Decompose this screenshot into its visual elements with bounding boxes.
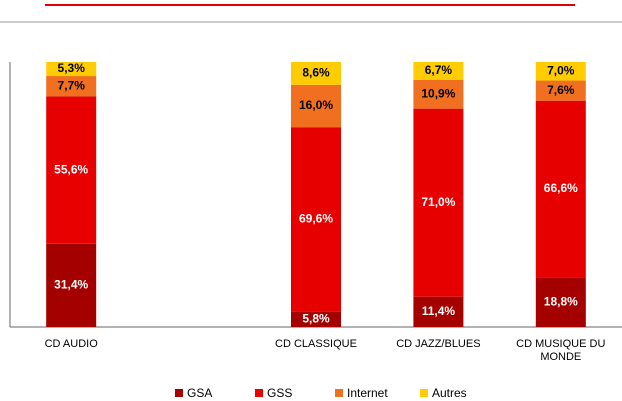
bar-segment [291, 62, 341, 85]
data-label: 7,6% [547, 83, 575, 97]
legend-label: Autres [432, 386, 467, 400]
bar-segment [291, 311, 341, 327]
legend-label: GSA [187, 386, 212, 400]
data-label: 11,4% [422, 304, 456, 318]
data-label: 18,8% [544, 294, 578, 308]
x-tick-label: CD MUSIQUE DU MONDE [516, 338, 606, 363]
data-label: 5,8% [302, 311, 330, 325]
x-tick-label: CD CLASSIQUE [275, 338, 357, 350]
legend-swatch [175, 389, 183, 397]
bar-segment [535, 277, 586, 327]
legend-swatch [420, 389, 428, 397]
data-label: 16,0% [299, 98, 333, 112]
bar-segment [46, 76, 97, 97]
legend-label: Internet [347, 386, 388, 400]
data-label: 66,6% [544, 181, 578, 195]
bar-segment [46, 243, 97, 327]
data-label: 8,6% [302, 66, 330, 80]
bar-segment [535, 80, 586, 101]
bar-segment [46, 96, 97, 244]
legend-swatch [335, 389, 343, 397]
bar-segment [291, 127, 341, 312]
legend-label: GSS [267, 386, 292, 400]
bar-segment [413, 108, 464, 297]
data-label: 10,9% [421, 86, 455, 100]
data-label: 7,7% [58, 78, 86, 92]
data-label: 69,6% [299, 212, 333, 226]
bar-segment [46, 62, 97, 77]
x-tick-label: CD AUDIO [44, 338, 98, 350]
data-label: 6,7% [425, 63, 453, 77]
data-label: 31,4% [54, 278, 88, 292]
x-tick-label: CD JAZZ/BLUES [396, 338, 481, 350]
data-label: 55,6% [54, 162, 88, 176]
legend-swatch [255, 389, 263, 397]
data-label: 5,3% [58, 61, 86, 75]
bar-segment [413, 79, 464, 109]
bar-segment [535, 62, 586, 81]
data-label: 71,0% [421, 195, 455, 209]
bar-segment [535, 100, 586, 278]
bar-segment [413, 62, 464, 80]
data-label: 7,0% [547, 63, 575, 77]
bar-segment [291, 84, 341, 128]
bar-segment [413, 296, 464, 327]
